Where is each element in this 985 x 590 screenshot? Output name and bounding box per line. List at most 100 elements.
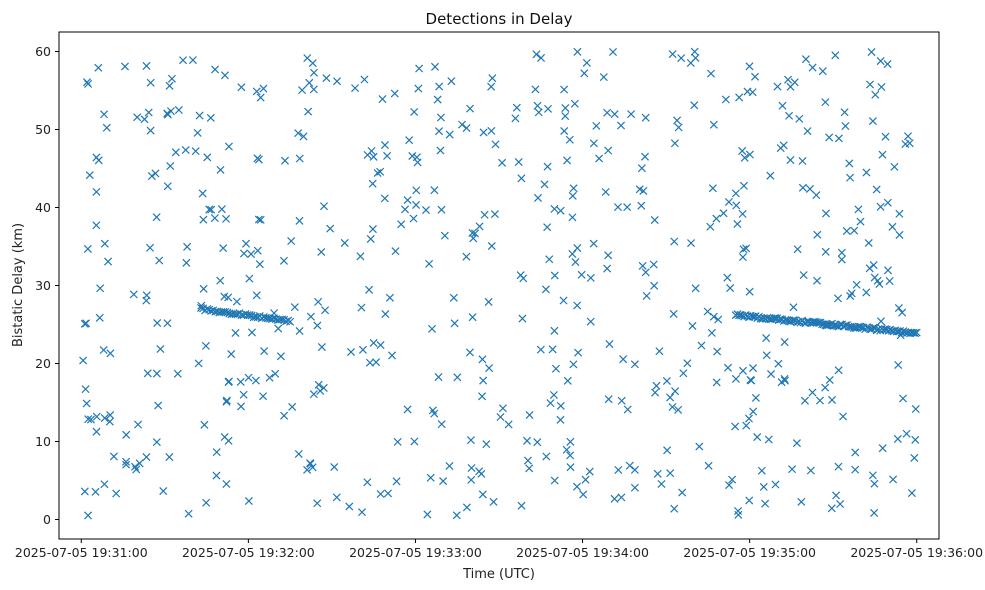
clutter-point: [623, 203, 632, 212]
clutter-point: [84, 79, 93, 88]
track-point: [223, 308, 232, 317]
clutter-point: [655, 347, 664, 356]
clutter-point: [106, 411, 115, 420]
clutter-point: [745, 150, 754, 159]
clutter-point: [688, 321, 697, 330]
clutter-point: [671, 387, 680, 396]
clutter-point: [92, 187, 101, 196]
clutter-point: [703, 307, 712, 316]
clutter-point: [383, 489, 393, 498]
clutter-point: [102, 123, 111, 132]
clutter-point: [666, 393, 675, 402]
clutter-point: [592, 121, 601, 130]
clutter-point: [570, 99, 579, 108]
clutter-point: [773, 82, 782, 91]
clutter-point: [425, 259, 434, 268]
clutter-point: [314, 297, 323, 306]
clutter-point: [340, 238, 349, 247]
clutter-point: [723, 273, 732, 282]
clutter-point: [220, 432, 229, 442]
clutter-point: [867, 48, 876, 57]
clutter-point: [889, 475, 898, 484]
clutter-point: [541, 285, 550, 294]
clutter-point: [92, 412, 101, 421]
clutter-point: [436, 113, 445, 122]
clutter-point: [133, 113, 142, 122]
clutter-point: [205, 205, 214, 214]
clutter-point: [271, 369, 280, 378]
clutter-point: [706, 69, 716, 78]
track-point: [286, 317, 295, 326]
clutter-point: [245, 274, 254, 283]
clutter-point: [573, 244, 582, 253]
clutter-point: [95, 313, 104, 322]
clutter-point: [767, 370, 776, 379]
track-point: [788, 316, 797, 325]
clutter-point: [86, 415, 95, 424]
clutter-point: [841, 122, 850, 131]
y-tick-label: 10: [35, 434, 51, 449]
clutter-point: [525, 464, 534, 473]
clutter-point: [480, 210, 489, 219]
clutter-point: [834, 462, 843, 471]
clutter-point: [566, 451, 575, 460]
clutter-point: [840, 108, 849, 117]
clutter-point: [256, 215, 265, 224]
clutter-point: [559, 296, 568, 305]
clutter-point: [865, 80, 875, 89]
data-points: [79, 47, 921, 520]
clutter-point: [733, 219, 742, 229]
clutter-point: [412, 186, 421, 195]
clutter-point: [714, 315, 723, 324]
clutter-point: [563, 376, 572, 385]
clutter-point: [762, 351, 771, 360]
clutter-point: [452, 511, 461, 520]
clutter-point: [391, 247, 400, 256]
clutter-point: [651, 388, 660, 397]
clutter-point: [691, 284, 700, 293]
clutter-point: [571, 258, 580, 267]
clutter-point: [821, 98, 830, 107]
clutter-point: [833, 294, 843, 303]
clutter-point: [604, 395, 613, 404]
clutter-point: [380, 141, 389, 150]
clutter-point: [397, 220, 406, 229]
clutter-point: [544, 104, 553, 113]
clutter-point: [475, 222, 484, 231]
clutter-point: [738, 209, 747, 218]
clutter-point: [147, 172, 156, 181]
clutter-point: [487, 241, 496, 251]
clutter-point: [385, 293, 394, 302]
clutter-point: [393, 437, 402, 446]
clutter-point: [376, 167, 385, 176]
clutter-point: [181, 145, 190, 155]
clutter-point: [788, 465, 797, 474]
clutter-point: [533, 101, 542, 110]
clutter-point: [560, 85, 569, 94]
clutter-point: [220, 71, 229, 80]
clutter-point: [462, 124, 471, 133]
clutter-point: [413, 158, 422, 167]
clutter-point: [862, 168, 871, 177]
clutter-point: [732, 201, 741, 210]
clutter-point: [745, 287, 754, 296]
clutter-point: [199, 215, 208, 224]
clutter-point: [545, 255, 554, 264]
clutter-point: [326, 224, 335, 233]
track-point: [735, 311, 744, 320]
clutter-point: [511, 114, 520, 123]
clutter-point: [152, 438, 161, 447]
clutter-point: [357, 303, 366, 312]
clutter-point: [351, 84, 360, 93]
clutter-point: [670, 504, 679, 513]
clutter-point: [274, 324, 283, 333]
clutter-point: [120, 62, 129, 71]
clutter-point: [813, 276, 822, 285]
clutter-point: [467, 475, 476, 484]
clutter-point: [106, 349, 115, 358]
clutter-point: [550, 271, 559, 280]
clutter-point: [134, 420, 143, 429]
clutter-point: [467, 463, 476, 473]
clutter-point: [876, 317, 886, 326]
clutter-point: [392, 477, 401, 486]
